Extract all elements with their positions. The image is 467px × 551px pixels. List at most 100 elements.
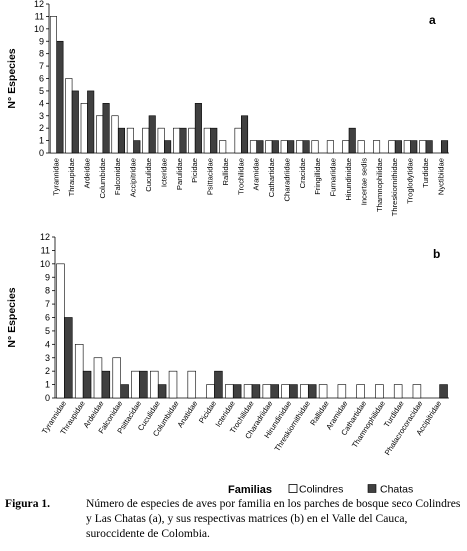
x-tick-label: Falconidae [113,158,122,195]
bar-colindres-turdidae [393,384,403,399]
bar-chatas-picidae [214,370,223,399]
bar-chatas-cuculidae [148,115,156,154]
bar-colindres-picidae [206,384,215,399]
bar-colindres-falconidae [111,115,119,154]
bar-colindres-aramidae [249,140,257,154]
x-tick-label: Picidae [190,158,199,183]
bar-colindres-thamnophilidae [375,384,384,399]
bar-chatas-threskiornithidae [307,384,317,399]
bar-chatas-ardeidae [87,90,95,154]
y-tick-label: 0 [39,148,44,158]
bar-colindres-cracidae [296,140,304,154]
bar-colindres-cuculidae [150,370,159,399]
bar-chatas-columbidae [102,103,110,154]
y-tick-label: 10 [34,24,44,34]
y-tick-label: 8 [39,49,44,59]
legend-title: Familias [228,484,272,496]
x-tick-label: Trochilidae [236,158,245,195]
bar-colindres-tyrannidae [56,263,65,399]
x-tick-label: Cathartidae [267,158,276,197]
bar-colindres-furnariidae [326,140,334,154]
bar-colindres-cathartidae [356,384,365,399]
x-tick-label: Accipitridae [129,158,138,197]
bar-colindres-troglodytidae [403,140,411,154]
bar-colindres-charadriidae [262,384,272,399]
bar-colindres-columbidae [168,370,178,399]
bar-colindres-hirundinidae [281,384,290,399]
bar-chatas-trochilidae [241,115,249,154]
bar-colindres-thraupidae [74,344,84,399]
bar-colindres-icteridae [157,127,165,154]
bar-chatas-icteridae [164,140,172,154]
y-tick-label: 9 [39,36,44,46]
y-tick-label: 12 [40,232,50,242]
bar-chatas-threskiornithidae [394,140,402,154]
y-tick-label: 3 [39,111,44,121]
bar-colindres-thraupidae [65,78,73,154]
bar-chatas-hirundinidae [289,384,298,399]
x-tick-label: Charadriidae [282,158,291,201]
bar-colindres-parulidae [173,127,181,154]
y-tick-label: 5 [39,86,44,96]
bar-colindres-phalacrocoracidae [412,384,422,399]
bar-colindres-aramidae [337,384,347,399]
bar-colindres-turdidae [419,140,427,154]
y-tick-label: 3 [45,353,50,363]
x-tick-label: Tyrannidae [52,158,61,196]
x-tick-label: Ardeidae [82,158,91,188]
x-tick-label: Parulidae [175,158,184,190]
y-tick-label: 7 [39,61,44,71]
bar-chatas-hirundinidae [348,127,356,154]
x-tick-label: Fringillidae [313,158,322,195]
panel-label: a [429,13,436,27]
y-tick-label: 2 [39,123,44,133]
bar-chatas-cathartidae [271,140,279,154]
bar-colindres-icteridae [225,384,234,399]
bar-colindres-threskiornithidae [300,384,309,399]
x-tick-label: Aramidae [252,158,261,191]
bar-chatas-accipitridae [439,384,448,399]
x-tick-label: Thraupidae [67,158,76,196]
y-tick-label: 8 [45,286,50,296]
x-tick-label: Columbidae [98,158,107,199]
bar-colindres-rallidae [318,384,328,399]
bar-colindres-incertae-sedis [357,140,365,154]
bar-chatas-nyctibiidae [441,140,449,154]
bar-colindres-rallidae [219,140,227,154]
y-tick-label: 0 [45,393,50,403]
bar-colindres-trochilidae [234,127,242,154]
y-tick-label: 5 [45,326,50,336]
y-tick-label: 11 [41,245,50,255]
bar-chatas-picidae [194,103,202,154]
y-tick-label: 9 [45,272,50,282]
bar-chatas-ardeidae [101,370,111,399]
bar-chatas-cuculidae [157,384,167,399]
y-tick-label: 4 [45,339,50,349]
y-tick-label: 1 [45,380,50,390]
bar-chatas-psittacidae [139,370,148,399]
y-tick-label: 7 [45,299,50,309]
y-tick-label: 4 [39,98,44,108]
bar-chatas-charadriidae [287,140,295,154]
bar-chatas-falconidae [117,127,125,154]
y-tick-label: 1 [39,136,44,146]
bar-colindres-falconidae [112,357,121,399]
y-axis-title: N° Especies [6,287,18,347]
y-tick-label: 6 [39,74,44,84]
x-tick-label: Psittacidae [206,158,215,195]
bar-chatas-cracidae [302,140,310,154]
bar-colindres-psittacidae [131,370,140,399]
bar-chatas-troglodytidae [410,140,418,154]
x-tick-label: Hirundinidae [344,158,353,201]
bar-colindres-accipitridae [126,127,134,154]
bar-chatas-psittacidae [210,127,218,154]
x-tick-label: Nyctibiidae [436,158,445,195]
legend-swatch-colindres [288,484,298,493]
bar-colindres-cathartidae [265,140,273,154]
bar-chatas-accipitridae [133,140,141,154]
legend: Familias Colindres Chatas [228,484,413,497]
x-tick-label: Thamnophilidae [375,158,384,212]
panel-label: b [433,247,440,261]
